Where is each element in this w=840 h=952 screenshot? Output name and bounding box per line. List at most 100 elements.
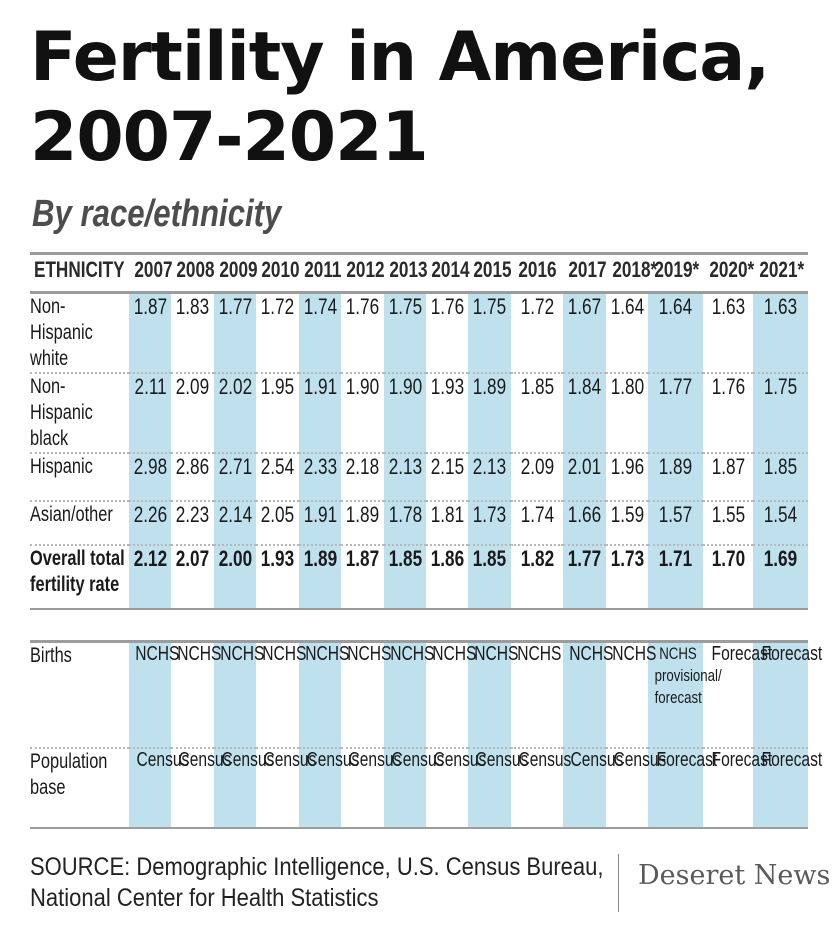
rate-cell: 1.89 (341, 501, 384, 546)
rate-cell: 1.73 (605, 545, 649, 610)
table-row: Non-Hispanic white 1.87 1.83 1.77 1.72 1.74 1.… (30, 292, 808, 374)
rate-cell: 1.72 (256, 292, 299, 374)
rate-cell: 2.09 (171, 373, 214, 454)
rate-cell: 1.87 (341, 545, 384, 610)
source-cell: Census (341, 748, 401, 829)
rate-cell: 1.54 (753, 501, 808, 546)
table-header-row: ETHNICITY 2007 2008 2009 2010 2011 2012 2013 20… (30, 252, 808, 294)
source-cell: NCHS (341, 640, 392, 749)
rate-cell: 1.80 (605, 373, 649, 454)
rate-cell: 1.75 (383, 292, 426, 374)
rate-cell: 1.91 (298, 373, 342, 454)
rate-cell: 1.89 (648, 453, 703, 502)
row-label: Overall total fertility rate (30, 545, 130, 610)
source-cell: NCHS (298, 640, 349, 749)
year-header: 2019* (648, 252, 703, 294)
table-row: Overall total fertility rate 2.12 2.07 2.00… (30, 545, 808, 610)
year-header: 2015 (468, 252, 512, 294)
rate-cell: 1.77 (648, 373, 703, 454)
rate-cell: 2.33 (298, 453, 342, 502)
year-header: 2021* (753, 252, 808, 294)
row-label: Births (30, 640, 130, 749)
source-cell: Census (256, 748, 317, 829)
rate-cell: 1.89 (468, 373, 511, 454)
rate-cell: 1.90 (383, 373, 426, 454)
year-header: 2008 (171, 252, 215, 294)
source-cell: NCHS (256, 640, 307, 749)
rate-cell: 1.89 (298, 545, 342, 610)
deseret-news-logo: Deseret News (638, 860, 831, 891)
row-label: Non-Hispanic white (30, 292, 130, 374)
source-cell: NCHS (510, 640, 564, 749)
source-cell: Census (425, 748, 486, 829)
subtitle: By race/ethnicity (32, 193, 282, 235)
rate-cell: 2.86 (171, 453, 214, 502)
rate-cell: 1.93 (256, 545, 299, 610)
rate-cell: 2.07 (171, 545, 214, 610)
rate-cell: 1.84 (563, 373, 606, 454)
rate-cell: 1.64 (648, 292, 703, 374)
rate-cell: 2.13 (383, 453, 426, 502)
source-cell: Census (298, 748, 359, 829)
rate-cell: 1.72 (510, 292, 564, 374)
source-cell: Forecast (648, 748, 717, 829)
page-title: Fertility in America, 2007-2021 (30, 18, 770, 177)
source-cell: Forecast (753, 640, 823, 749)
year-header: 2014 (425, 252, 470, 294)
rate-cell: 1.91 (298, 501, 342, 546)
year-header: 2009 (213, 252, 257, 294)
rate-cell: 1.93 (425, 373, 469, 454)
rate-cell: 1.81 (425, 501, 469, 546)
rate-cell: 1.87 (129, 292, 172, 374)
rate-cell: 2.01 (563, 453, 606, 502)
rate-cell: 1.76 (341, 292, 384, 374)
rate-cell: 2.71 (213, 453, 257, 502)
row-label: Population base (30, 748, 130, 829)
source-cell: Census (510, 748, 571, 829)
source-cell: NCHS (425, 640, 476, 749)
rate-cell: 2.02 (213, 373, 257, 454)
rate-cell: 2.23 (171, 501, 214, 546)
rate-cell: 1.78 (383, 501, 426, 546)
rate-cell: 1.85 (753, 453, 808, 502)
rate-cell: 1.87 (702, 453, 754, 502)
table-row: Non-Hispanic black 2.11 2.09 2.02 1.95 1.91 1.… (30, 373, 808, 454)
source-cell: NCHS (171, 640, 222, 749)
year-header: 2016 (510, 252, 564, 294)
rate-cell: 1.85 (383, 545, 426, 610)
source-cell: NCHS (383, 640, 434, 749)
rate-cell: 1.74 (298, 292, 342, 374)
rate-cell: 1.74 (510, 501, 564, 546)
rate-cell: 1.73 (468, 501, 511, 546)
source-cell: Forecast (702, 640, 772, 749)
fertility-table: ETHNICITY 2007 2008 2009 2010 2011 2012 2013 20… (30, 252, 808, 610)
rate-cell: 2.15 (425, 453, 469, 502)
rate-cell: 2.00 (213, 545, 257, 610)
rate-cell: 1.76 (702, 373, 754, 454)
rate-cell: 2.11 (129, 373, 172, 454)
row-label: Asian/other (30, 501, 130, 546)
rate-cell: 1.77 (213, 292, 257, 374)
source-line-2: National Center for Health Statistics (30, 884, 379, 912)
rate-cell: 2.09 (510, 453, 564, 502)
rate-cell: 2.98 (129, 453, 172, 502)
rate-cell: 2.12 (129, 545, 172, 610)
source-cell: Census (605, 748, 666, 829)
rate-cell: 1.85 (468, 545, 511, 610)
table-row: Asian/other 2.26 2.23 2.14 2.05 1.91 1.89 1.78 1… (30, 501, 808, 546)
column-header-ethnicity: ETHNICITY (30, 252, 130, 294)
rate-cell: 1.77 (563, 545, 606, 610)
source-cell: NCHS (213, 640, 264, 749)
divider (618, 854, 619, 912)
rate-cell: 1.85 (510, 373, 564, 454)
rate-cell: 2.18 (341, 453, 384, 502)
rate-cell: 1.67 (563, 292, 606, 374)
source-line-1: SOURCE: Demographic Intelligence, U.S. C… (30, 853, 604, 881)
source-cell: Forecast (753, 748, 823, 829)
rate-cell: 1.63 (702, 292, 754, 374)
source-cell: Census (213, 748, 274, 829)
rate-cell: 2.05 (256, 501, 299, 546)
rate-cell: 1.66 (563, 501, 606, 546)
source-cell: Census (468, 748, 529, 829)
rate-cell: 1.64 (605, 292, 649, 374)
